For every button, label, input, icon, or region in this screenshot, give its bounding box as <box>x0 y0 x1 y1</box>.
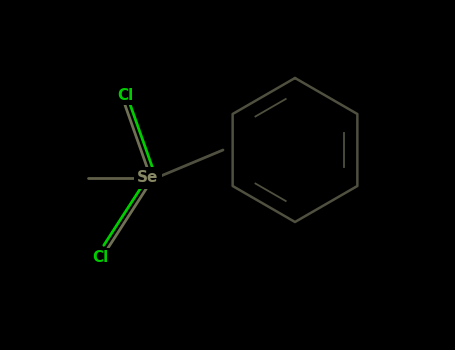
Text: Cl: Cl <box>117 88 133 103</box>
Text: Cl: Cl <box>92 251 108 266</box>
Text: Se: Se <box>137 170 159 186</box>
